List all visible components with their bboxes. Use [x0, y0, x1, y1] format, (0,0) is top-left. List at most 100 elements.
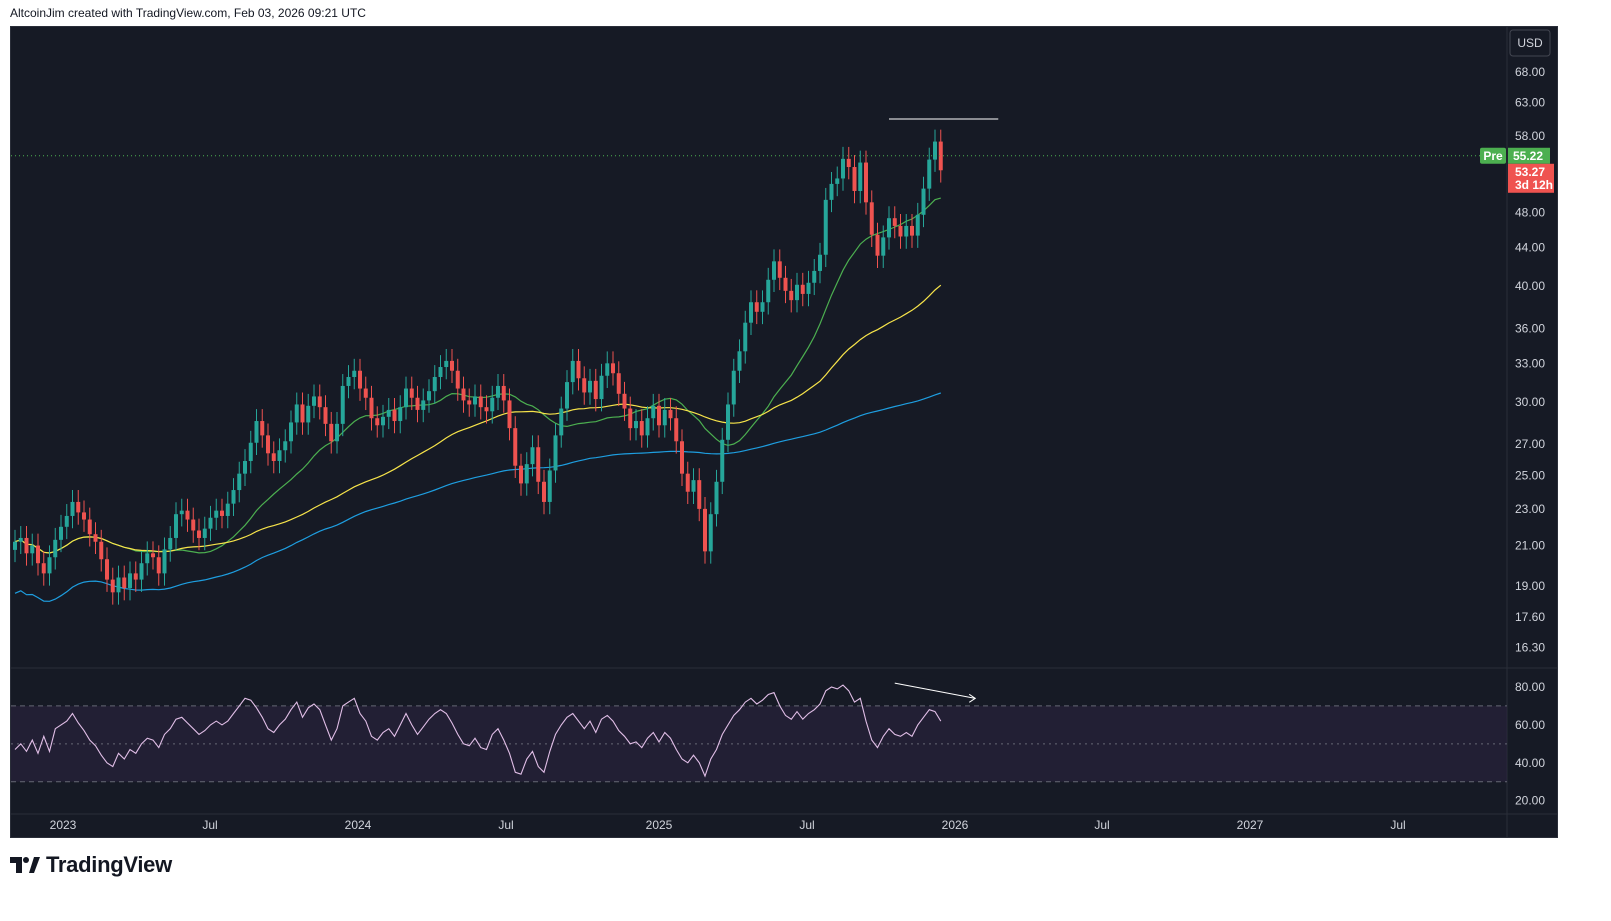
candle-body [490, 397, 495, 412]
candle-body [70, 501, 75, 516]
candle-body [605, 363, 610, 376]
chart-panel[interactable]: 16.30 17.60 19.00 21.00 23.00 25.00 27.00 30.00… [10, 26, 1558, 838]
candle-body [743, 322, 748, 352]
candle-body [737, 351, 742, 371]
candle-body [760, 302, 765, 312]
candle-body [156, 557, 161, 574]
candle-body [829, 183, 834, 200]
brand-name: TradingView [46, 852, 172, 877]
candle-body [800, 284, 805, 294]
candle-body [110, 579, 115, 593]
candle-body [921, 188, 926, 215]
candle-body [294, 404, 299, 423]
candle-body [553, 435, 558, 471]
candle-body [202, 528, 207, 538]
candle-body [938, 141, 943, 171]
candle-body [887, 218, 891, 238]
time-tick-label: 2024 [345, 818, 372, 832]
candle-body [87, 519, 92, 535]
candle-body [47, 557, 52, 574]
candle-body [133, 573, 138, 580]
rsi-band-fill [11, 705, 1507, 782]
candle-body [662, 409, 667, 426]
price-tick-label: 27.00 [1515, 437, 1545, 451]
candle-body [714, 481, 719, 515]
candle-body [185, 510, 190, 520]
currency-button[interactable]: USD [1509, 29, 1551, 57]
candle-body [691, 480, 696, 492]
candle-body [812, 270, 817, 283]
candle-body [404, 388, 408, 408]
candle-body [611, 363, 615, 374]
candle-body [358, 370, 362, 389]
pre-market-price-tag [1508, 147, 1550, 164]
candle-body [795, 284, 799, 301]
candle-body [128, 573, 132, 589]
candle-body [369, 397, 374, 419]
candle-body [13, 541, 17, 550]
candle-body [473, 396, 477, 405]
candle-body [593, 380, 598, 400]
candle-body [427, 391, 431, 401]
candle-body [64, 515, 69, 527]
time-tick-label: 2026 [942, 818, 969, 832]
candle-body [220, 510, 224, 516]
candle-body [519, 465, 523, 484]
time-tick-label: Jul [799, 818, 814, 832]
candle-body [674, 418, 679, 442]
time-tick-label: 2027 [1237, 818, 1264, 832]
candle-body [254, 421, 259, 443]
price-tick-label: 44.00 [1515, 240, 1545, 254]
candle-body [910, 225, 914, 236]
candle-body [105, 559, 109, 580]
candle-body [651, 405, 656, 419]
candle-body [323, 407, 328, 424]
candle-body [248, 442, 253, 462]
last-price-tag [1508, 163, 1554, 193]
candle-body [271, 453, 276, 462]
pre-market-badge-label: Pre [1483, 149, 1503, 163]
candle-body [329, 423, 334, 442]
candle-body [41, 563, 46, 574]
candle-body [749, 302, 753, 323]
tradingview-logo[interactable]: TradingView [10, 852, 172, 878]
price-tick-label: 48.00 [1515, 205, 1545, 219]
candle-body [225, 503, 230, 516]
candle-body [432, 377, 437, 392]
candle-body [116, 577, 121, 593]
candle-body [438, 367, 443, 378]
candle-body [559, 408, 564, 436]
candle-body [375, 418, 380, 426]
divergence-arrow-line[interactable] [894, 682, 976, 699]
rsi-line [14, 684, 942, 778]
ma-200-line [14, 392, 941, 602]
candle-body [346, 377, 351, 386]
candle-body [846, 158, 851, 168]
candle-body [708, 514, 713, 552]
candle-body [208, 517, 213, 529]
candle-body [726, 404, 730, 440]
candle-body [639, 421, 644, 436]
rsi-tick-label: 60.00 [1515, 718, 1545, 732]
candle-body [588, 380, 592, 393]
candle-body [231, 490, 236, 504]
tradingview-logo-icon [10, 857, 40, 873]
candle-body [197, 530, 201, 538]
price-tick-label: 40.00 [1515, 279, 1545, 293]
candle-body [536, 447, 541, 482]
candle-body [450, 360, 454, 371]
candle-body [243, 461, 247, 474]
candle-body [335, 423, 339, 442]
candle-body [881, 237, 886, 256]
candle-body [864, 162, 868, 203]
candle-body [237, 473, 242, 491]
price-tick-label: 25.00 [1515, 468, 1545, 482]
last-price-label: 53.27 [1515, 165, 1545, 179]
candle-body [789, 290, 794, 301]
candle-body [24, 537, 29, 554]
price-chart-svg[interactable]: 16.30 17.60 19.00 21.00 23.00 25.00 27.00 30.00… [11, 27, 1558, 838]
candle-body [841, 158, 845, 179]
candle-body [772, 261, 776, 280]
price-tick-label: 68.00 [1515, 65, 1545, 79]
rsi-tick-label: 20.00 [1515, 794, 1545, 808]
